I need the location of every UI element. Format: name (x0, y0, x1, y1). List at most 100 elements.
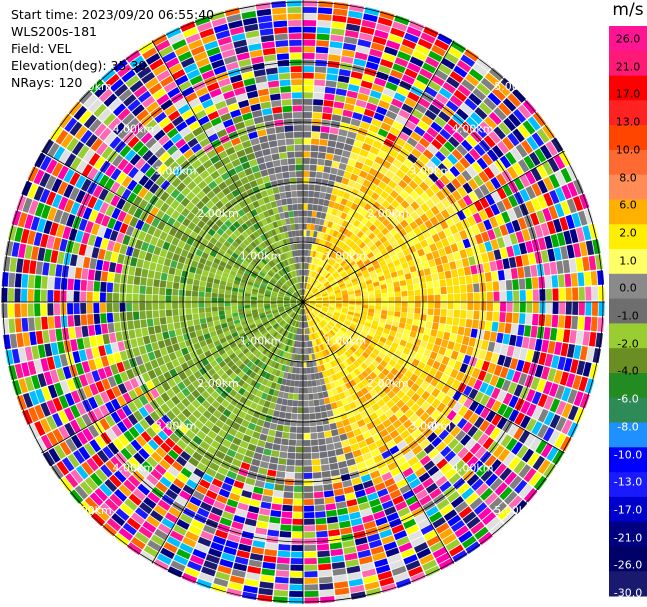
radar-gate (418, 422, 429, 433)
radar-gate (433, 308, 441, 316)
radar-gate (317, 158, 325, 166)
radar-gate (309, 360, 314, 367)
radar-gate (434, 39, 450, 51)
radar-gate (187, 344, 195, 353)
radar-gate (531, 277, 539, 289)
radar-gate (255, 404, 264, 413)
radar-gate (358, 467, 369, 477)
radar-gate (341, 290, 348, 294)
radar-gate (338, 406, 346, 414)
radar-gate (550, 233, 560, 248)
radar-gate (349, 225, 357, 233)
radar-gate (116, 408, 127, 420)
radar-gate (119, 222, 129, 234)
radar-gate (167, 323, 175, 331)
radar-gate (348, 437, 358, 446)
radar-gate (466, 310, 474, 320)
radar-gate (323, 99, 334, 108)
radar-gate (413, 542, 429, 553)
radar-gate (335, 265, 342, 271)
radar-gate (508, 395, 519, 409)
radar-gate (208, 461, 220, 472)
radar-gate (27, 303, 34, 317)
radar-gate (375, 171, 385, 181)
radar-gate (47, 316, 55, 329)
radar-gate (211, 400, 221, 409)
radar-gate (196, 394, 206, 404)
radar-gate (389, 266, 397, 274)
radar-gate (24, 214, 34, 230)
radar-gate (243, 326, 251, 332)
radar-gate (50, 342, 59, 356)
radar-gate (169, 483, 182, 495)
radar-gate (519, 415, 531, 429)
radar-gate (326, 410, 334, 418)
radar-gate (303, 407, 310, 414)
radar-gate (341, 243, 348, 251)
radar-gate (321, 357, 327, 364)
radar-gate (233, 384, 242, 393)
radar-gate (201, 390, 211, 400)
radar-gate (368, 294, 375, 299)
radar-gate (139, 310, 147, 320)
radar-gate (72, 376, 83, 390)
radar-gate (165, 399, 176, 410)
radar-gate (275, 369, 281, 377)
radar-gate (347, 505, 360, 514)
radar-gate (395, 153, 407, 164)
radar-gate (166, 410, 177, 421)
radar-gate (541, 339, 550, 353)
radar-gate (293, 387, 299, 394)
radar-gate (312, 472, 322, 479)
radar-gate (512, 244, 521, 256)
radar-gate (323, 397, 331, 405)
radar-gate (134, 531, 150, 545)
radar-gate (241, 373, 249, 382)
radar-gate (508, 113, 522, 128)
radar-gate (332, 435, 341, 443)
radar-gate (487, 229, 496, 241)
radar-gate (405, 379, 415, 388)
radar-gate (211, 306, 218, 312)
radar-gate (319, 276, 325, 283)
radar-gate (341, 310, 348, 314)
radar-gate (204, 297, 211, 303)
radar-gate (303, 492, 314, 499)
radar-gate (435, 240, 444, 250)
radar-gate (395, 264, 403, 272)
radar-gate (433, 287, 441, 295)
radar-gate (471, 224, 481, 236)
radar-gate (414, 242, 423, 251)
radar-gate (221, 552, 236, 562)
radar-gate (248, 559, 263, 568)
radar-gate (219, 558, 234, 569)
radar-gate (351, 320, 358, 326)
radar-gate (214, 324, 222, 331)
radar-gate (380, 314, 387, 320)
radar-gate (359, 317, 367, 322)
radar-gate (56, 460, 70, 476)
radar-gate (14, 363, 24, 379)
radar-gate (282, 337, 288, 344)
radar-gate (61, 265, 70, 278)
radar-gate (423, 443, 435, 455)
radar-gate (223, 345, 232, 352)
radar-gate (342, 368, 350, 376)
radar-gate (353, 58, 367, 67)
radar-gate (304, 498, 314, 506)
radar-gate (386, 40, 401, 50)
radar-gate (364, 367, 373, 375)
radar-gate (310, 439, 319, 446)
radar-gate (281, 438, 289, 446)
radar-gate (206, 386, 215, 395)
radar-gate (319, 404, 327, 412)
radar-gate (227, 533, 241, 543)
radar-gate (231, 309, 238, 314)
radar-gate (197, 334, 205, 343)
radar-gate (336, 341, 343, 348)
radar-gate (225, 334, 233, 341)
radar-gate (315, 258, 320, 265)
radar-gate (318, 358, 324, 365)
radar-gate (480, 469, 494, 482)
radar-gate (462, 385, 473, 397)
